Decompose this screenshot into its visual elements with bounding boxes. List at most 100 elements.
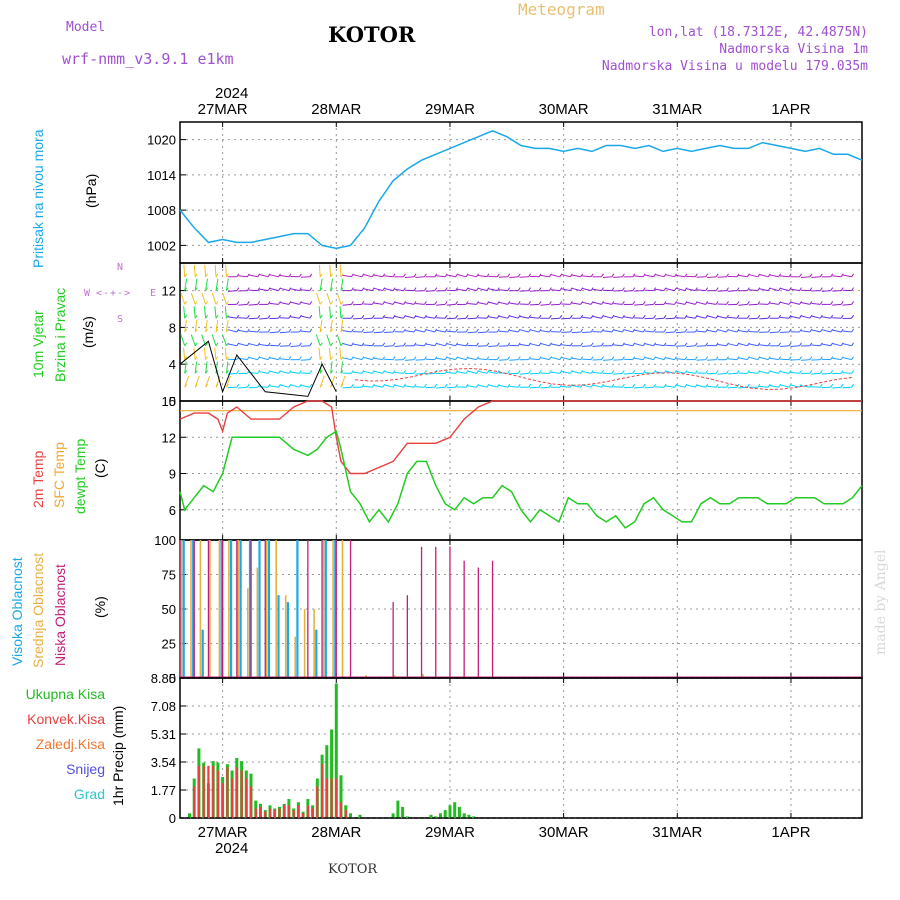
wind-barb xyxy=(467,370,477,374)
wind-barb xyxy=(832,343,842,347)
wind-barb xyxy=(790,301,800,305)
precip_conv-bar xyxy=(259,806,262,818)
cloud_low-bar xyxy=(491,560,494,678)
wind-barb xyxy=(224,347,227,360)
wind-barb xyxy=(746,314,750,319)
wind-barb xyxy=(715,301,719,305)
wind-barb xyxy=(717,315,727,319)
wind-barb xyxy=(457,288,467,292)
wind-barb xyxy=(446,357,456,361)
wind-barb xyxy=(538,383,542,388)
wind-barb xyxy=(340,301,344,305)
wind-barb xyxy=(404,359,415,361)
precip_total-bar xyxy=(188,813,191,818)
wind-barb xyxy=(225,328,229,333)
wind-barb xyxy=(540,330,550,333)
model-elevation-label: Nadmorska Visina u modelu 179.035m xyxy=(601,59,868,74)
wind-barb xyxy=(780,316,790,319)
wind-barb xyxy=(478,287,488,292)
wind-barb xyxy=(319,273,323,278)
wind-barb xyxy=(788,273,792,278)
wind-barb xyxy=(465,342,469,347)
wind-barb xyxy=(769,385,779,388)
wind-barb xyxy=(436,329,446,333)
wind-barb xyxy=(184,301,188,305)
wind-barb xyxy=(602,302,613,305)
wind-barb xyxy=(632,314,636,319)
wind-barb xyxy=(832,290,842,292)
wind-barb xyxy=(621,273,625,278)
wind-barb xyxy=(509,385,519,388)
wind-barb xyxy=(394,384,404,388)
precip_conv-bar xyxy=(207,765,210,818)
wind-barb xyxy=(326,334,332,346)
wind-barb xyxy=(767,342,771,347)
wind-barb xyxy=(363,370,373,374)
wind-barb xyxy=(611,287,615,291)
wind-barb xyxy=(655,274,665,278)
wind-barb xyxy=(290,288,300,292)
wind-barb xyxy=(590,356,594,360)
wind-barb xyxy=(780,301,790,305)
year-bottom-label: 2024 xyxy=(215,840,249,857)
wind-barb xyxy=(655,343,665,347)
wind-barb xyxy=(715,370,719,374)
cloud_mid-bar xyxy=(341,540,344,678)
wind-barb xyxy=(288,383,292,388)
wind-barb xyxy=(642,287,646,291)
wind-barb xyxy=(384,301,394,305)
wind-barb xyxy=(352,371,362,374)
wind-barb xyxy=(455,370,459,374)
wind-barb xyxy=(382,342,386,347)
precip_conv-bar xyxy=(226,767,229,818)
wind-barb xyxy=(642,383,646,388)
wind-barb xyxy=(778,328,782,333)
wind-barb xyxy=(203,347,207,360)
wind-barb xyxy=(465,314,469,319)
wind-barb xyxy=(684,273,688,278)
wind-barb xyxy=(757,328,761,333)
wind-barb xyxy=(746,301,750,305)
wind-barb xyxy=(548,356,552,360)
wind-barb xyxy=(621,301,625,305)
wind-barb xyxy=(726,273,729,278)
wind-barb xyxy=(403,301,406,305)
wind-barb xyxy=(415,386,425,388)
wind-barb xyxy=(326,292,332,305)
wind-barb xyxy=(278,273,281,278)
wind-barb xyxy=(330,356,334,360)
wind-barb xyxy=(288,287,292,291)
wind-barb xyxy=(694,342,698,347)
wind-barb xyxy=(746,273,750,278)
wind-barb xyxy=(373,370,383,374)
wind-barb xyxy=(225,383,229,388)
wind-barb xyxy=(215,328,219,333)
day-label-top: 1APR xyxy=(771,101,810,118)
wind-barb xyxy=(465,287,469,291)
wind-barb xyxy=(476,342,479,347)
wind-barb xyxy=(550,289,560,292)
wind-barb xyxy=(227,316,237,319)
elevation-label: Nadmorska Visina 1m xyxy=(719,42,868,57)
wind-barb xyxy=(194,383,198,388)
wind-barb xyxy=(769,357,779,361)
wind-barb xyxy=(528,287,532,291)
wind-barb xyxy=(434,342,438,347)
wind-barb xyxy=(382,273,386,278)
temp-ytick-label: 15 xyxy=(162,394,176,409)
wind-barb xyxy=(319,301,323,305)
wind-barb xyxy=(811,386,821,388)
wind-barb xyxy=(675,302,686,305)
wind-barb xyxy=(561,344,571,347)
wind-barb xyxy=(601,328,604,333)
wind-barb xyxy=(548,370,552,374)
wind-barb xyxy=(353,356,363,361)
wind-barb xyxy=(559,383,563,388)
precip_conv-bar xyxy=(292,810,295,818)
wind-barb xyxy=(446,317,456,320)
wind-barb xyxy=(840,328,844,333)
wind-barb xyxy=(373,287,383,292)
wind-barb xyxy=(446,386,456,389)
wind-barb xyxy=(363,331,373,333)
